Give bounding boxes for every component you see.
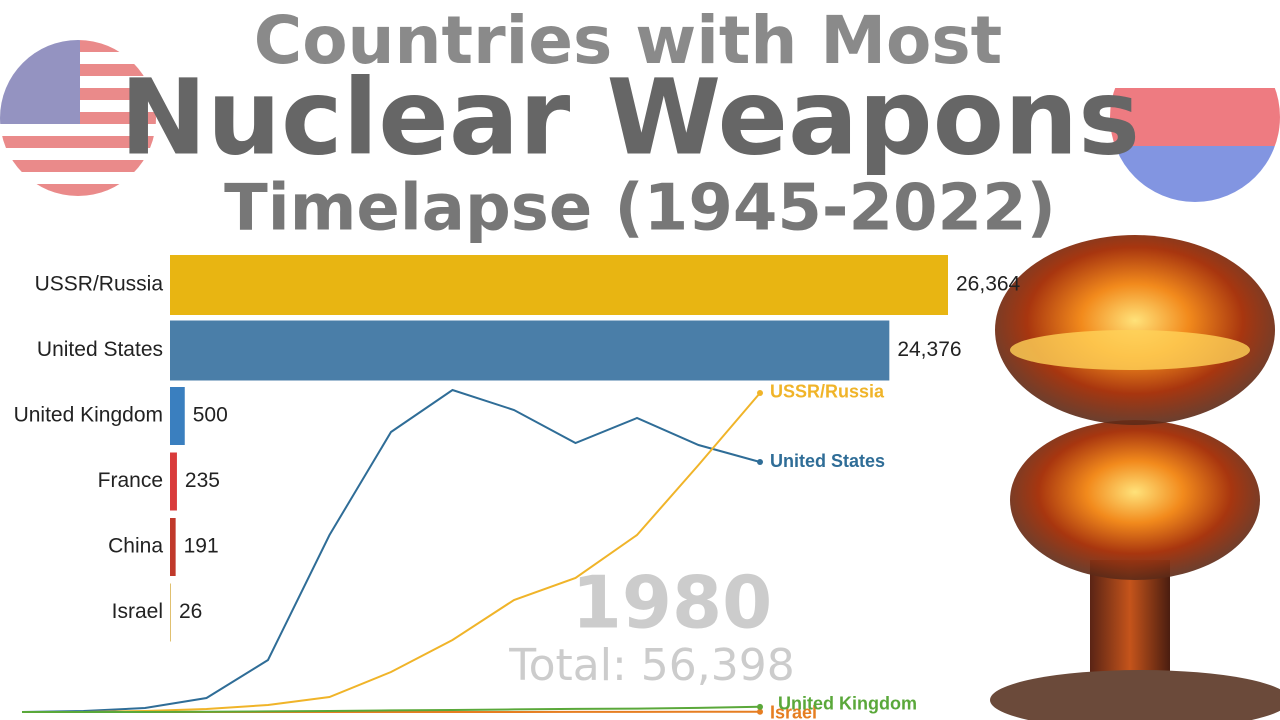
legend-label: United States — [770, 451, 885, 471]
series-line — [21, 388, 761, 713]
line-end-dot — [757, 389, 763, 396]
bar — [170, 320, 890, 381]
bar — [170, 387, 185, 445]
bar — [170, 583, 171, 642]
value-label: 235 — [185, 469, 220, 492]
legend-label: USSR/Russia — [770, 382, 885, 402]
category-label: China — [108, 535, 163, 558]
category-label: USSR/Russia — [35, 273, 164, 296]
value-label: 191 — [184, 535, 219, 558]
category-label: United States — [37, 338, 163, 361]
category-label: United Kingdom — [14, 404, 163, 427]
series-line — [22, 705, 761, 713]
value-label: 500 — [193, 404, 228, 427]
title-line: Nuclear Weapons — [120, 56, 1140, 178]
year-label: 1980 — [572, 561, 772, 645]
bar — [170, 518, 176, 576]
title-line: Countries with Most — [254, 2, 1002, 79]
bar — [170, 255, 948, 315]
value-label: 24,376 — [897, 338, 961, 361]
line-end-dot — [757, 459, 763, 465]
explosion-image — [990, 235, 1280, 720]
line-end-dot — [757, 708, 763, 715]
category-label: Israel — [112, 600, 163, 623]
bar — [170, 452, 177, 511]
legend-label: Israel — [770, 702, 817, 720]
legend-label: United Kingdom — [778, 694, 917, 714]
value-label: 26,364 — [956, 273, 1021, 296]
category-label: France — [98, 469, 163, 492]
title-line: Timelapse (1945-2022) — [224, 172, 1056, 246]
line-end-dot — [757, 703, 763, 710]
total-label: Total: 56,398 — [508, 640, 795, 691]
value-label: 26 — [179, 600, 202, 623]
